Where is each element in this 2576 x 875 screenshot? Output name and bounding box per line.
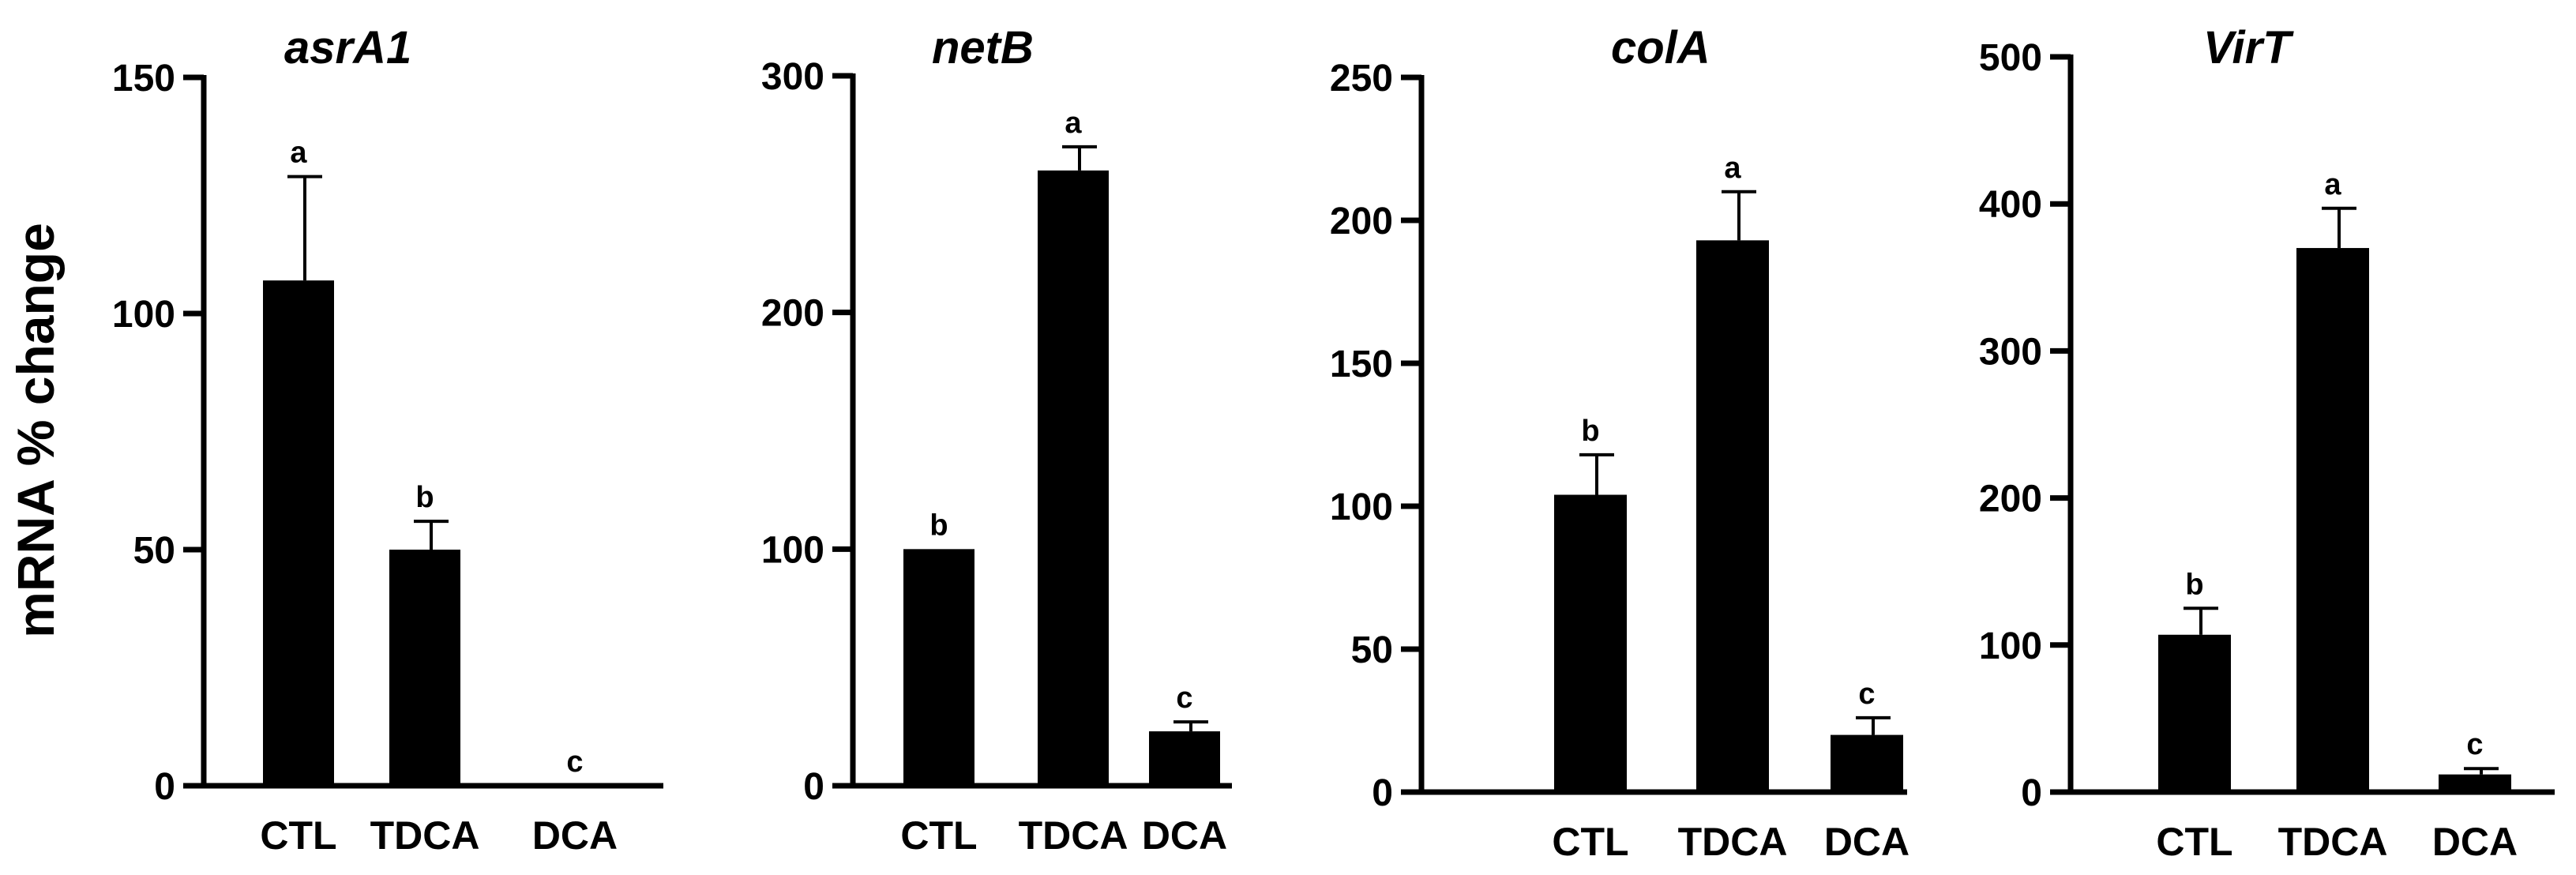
bar-TDCA (1696, 240, 1769, 793)
y-tick-label: 0 (803, 766, 824, 808)
significance-letter: b (415, 481, 434, 514)
bar-TDCA (2296, 248, 2369, 792)
bar-CTL (903, 549, 974, 786)
bar-DCA (1149, 731, 1220, 786)
y-tick-label: 0 (1372, 772, 1393, 814)
chart-panel-colA: 0 50 100 150 200 250 b CTL a TDCA c DCA colA (1330, 22, 1909, 864)
y-tick-label: 200 (761, 293, 824, 335)
bar-DCA (2439, 774, 2511, 792)
category-label-CTL: CTL (1552, 820, 1628, 864)
chart-title: asrA1 (284, 22, 411, 73)
y-tick-label: 100 (761, 529, 824, 571)
significance-letter: b (929, 509, 948, 542)
y-tick-label: 100 (1979, 625, 2042, 667)
category-label-TDCA: TDCA (370, 813, 480, 858)
y-tick-label: 300 (761, 56, 824, 98)
category-label-DCA: DCA (1142, 813, 1227, 858)
y-tick-label: 100 (112, 294, 175, 336)
significance-letter: c (1858, 678, 1875, 711)
y-tick-label: 500 (1979, 37, 2042, 79)
chart-title: netB (932, 22, 1034, 73)
chart-title: colA (1611, 22, 1710, 73)
significance-letter: a (1065, 107, 1082, 140)
category-label-CTL: CTL (260, 813, 336, 858)
category-label-DCA: DCA (532, 813, 618, 858)
y-tick-label: 50 (1351, 629, 1393, 671)
category-label-CTL: CTL (2156, 820, 2232, 864)
y-tick-label: 50 (133, 530, 175, 572)
bar-DCA (1831, 734, 1903, 792)
chart-title: VirT (2203, 22, 2294, 73)
bar-TDCA (1038, 170, 1109, 786)
y-tick-label: 300 (1979, 331, 2042, 373)
y-tick-label: 150 (1330, 344, 1393, 385)
y-axis-label: mRNA % change (6, 223, 65, 638)
bar-CTL (263, 280, 334, 786)
category-label-DCA: DCA (1824, 820, 1909, 864)
chart-panel-netB: 0 100 200 300 b CTL a TDCA c DCA netB (761, 22, 1232, 858)
category-label-TDCA: TDCA (1019, 813, 1128, 858)
category-label-TDCA: TDCA (2278, 820, 2388, 864)
y-tick-label: 200 (1330, 201, 1393, 242)
significance-letter: c (1176, 682, 1192, 715)
chart-panel-VirT: 0 100 200 300 400 500 b CTL a TDCA c DCA VirT (1979, 22, 2555, 864)
chart-panel-asrA1: 0 50 100 150 a CTL b TDCA c DCA asrA1 (112, 22, 663, 858)
significance-letter: a (1724, 152, 1741, 185)
y-tick-label: 400 (1979, 184, 2042, 226)
category-label-TDCA: TDCA (1678, 820, 1788, 864)
bar-CTL (2158, 634, 2231, 792)
significance-letter: c (2466, 728, 2483, 761)
category-label-DCA: DCA (2432, 820, 2518, 864)
category-label-CTL: CTL (900, 813, 977, 858)
significance-letter: a (2324, 168, 2341, 201)
y-tick-label: 0 (2021, 772, 2042, 814)
y-tick-label: 200 (1979, 479, 2042, 520)
y-tick-label: 250 (1330, 58, 1393, 100)
significance-letter: b (1581, 415, 1599, 448)
y-tick-label: 150 (112, 58, 175, 100)
bar-TDCA (389, 550, 460, 786)
significance-letter: b (2185, 568, 2203, 601)
bar-CTL (1554, 494, 1627, 792)
significance-letter: c (566, 745, 583, 779)
significance-letter: a (290, 137, 307, 170)
y-tick-label: 0 (154, 766, 175, 808)
y-tick-label: 100 (1330, 486, 1393, 528)
